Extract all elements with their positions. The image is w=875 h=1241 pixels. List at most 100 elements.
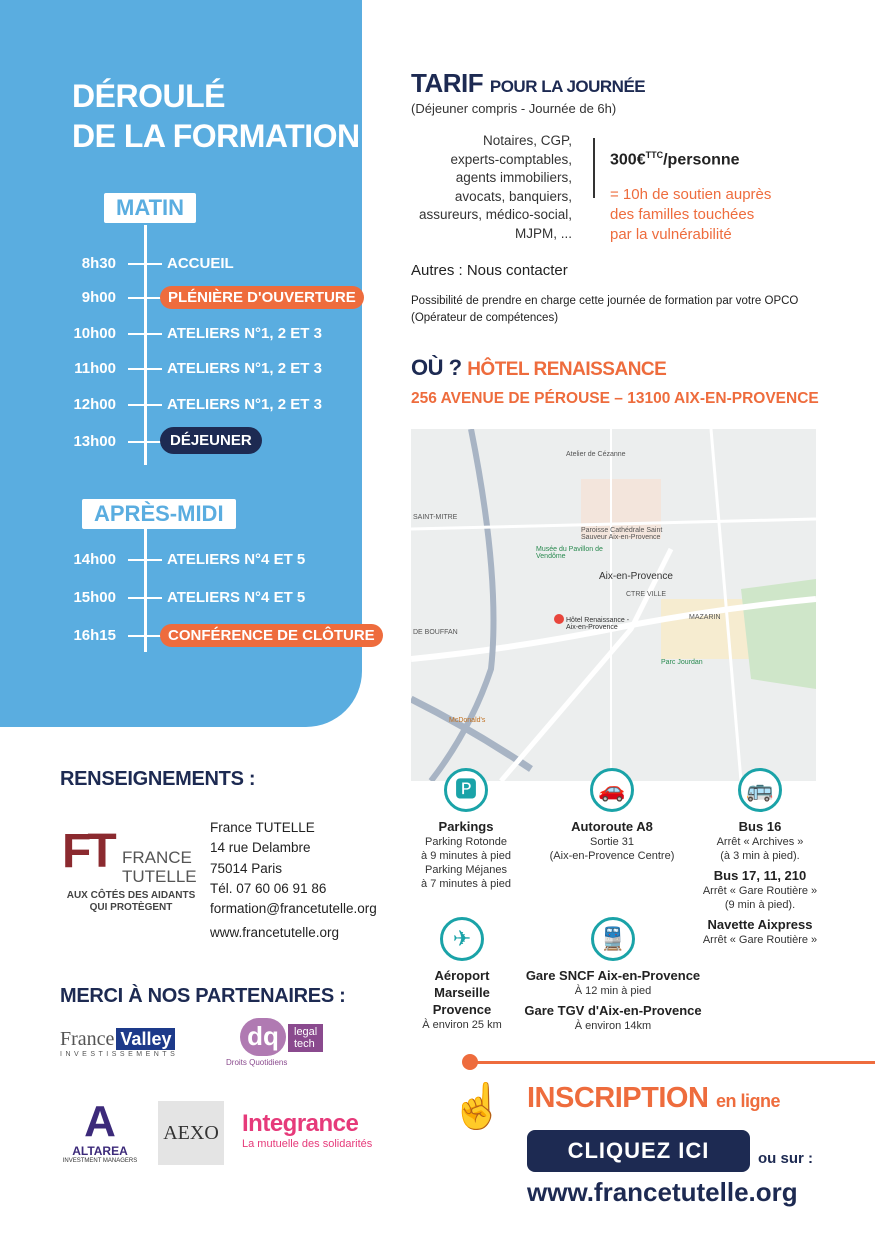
logo-droits-quotidiens: dq legal tech Droits Quotidiens bbox=[226, 1018, 346, 1068]
logo-altarea: A ALTAREA INVESTMENT MANAGERS bbox=[62, 1097, 138, 1165]
schedule-label: DÉJEUNER bbox=[160, 427, 262, 454]
tarif-price: 300€TTC/personne bbox=[610, 150, 740, 169]
tarif-impact: = 10h de soutien auprès des familles touc… bbox=[610, 185, 771, 245]
schedule-row: 15h00 ATELIERS N°4 ET 5 bbox=[0, 586, 362, 610]
schedule-label: ATELIERS N°1, 2 ET 3 bbox=[167, 325, 322, 342]
transport-item: 🚆 Gare SNCF Aix-en-Provence À 12 min à pie… bbox=[523, 917, 703, 1033]
schedule-row: 16h15 CONFÉRENCE DE CLÔTURE bbox=[0, 624, 383, 648]
timeline-tick bbox=[128, 263, 162, 265]
transport-title: Aéroport Marseille Provence bbox=[432, 968, 492, 1017]
map-label-bouffan: DE BOUFFAN bbox=[413, 629, 458, 636]
tarif-opco: Possibilité de prendre en charge cette j… bbox=[411, 295, 799, 324]
audience-line: avocats, banquiers, bbox=[454, 188, 572, 204]
map-label-hotel: Hôtel Renaissance - Aix-en-Provence bbox=[566, 617, 630, 631]
hotel-marker[interactable] bbox=[554, 614, 564, 624]
info-title: RENSEIGNEMENTS : bbox=[60, 768, 256, 790]
schedule-time: 10h00 bbox=[73, 325, 116, 342]
map-label-park: Parc Jourdan bbox=[661, 659, 703, 666]
map-label-mcdo: McDonald's bbox=[449, 717, 486, 724]
transport-title: Autoroute A8 bbox=[571, 819, 653, 834]
transport-line: Arrêt « Gare Routière » bbox=[702, 934, 818, 946]
schedule-label: ATELIERS N°4 ET 5 bbox=[167, 551, 306, 568]
transport-line: À 12 min à pied bbox=[574, 985, 652, 997]
map-label-mazarin: MAZARIN bbox=[689, 614, 721, 621]
schedule-label: ATELIERS N°1, 2 ET 3 bbox=[167, 396, 322, 413]
timeline-morning bbox=[144, 225, 147, 465]
transport-line: Sortie 31 bbox=[589, 836, 635, 848]
car-icon: 🚗 bbox=[590, 768, 634, 812]
audience-line: MJPM, ... bbox=[515, 225, 572, 241]
afternoon-label: APRÈS-MIDI bbox=[82, 499, 236, 529]
map-label-stmitre: SAINT-MITRE bbox=[413, 514, 458, 521]
transport-line: Arrêt « Archives » bbox=[716, 836, 804, 848]
signup-divider bbox=[470, 1061, 875, 1064]
transport-line: À environ 25 km bbox=[422, 1019, 502, 1031]
map-label-center: CTRE VILLE bbox=[626, 591, 667, 598]
transport-item: 🅿 Parkings Parking Rotonde à 9 minutes à pi… bbox=[376, 768, 556, 891]
impact-line: par la vulnérabilité bbox=[610, 226, 732, 243]
transport-line: à 9 minutes à pied bbox=[421, 850, 511, 862]
email-link[interactable]: formation@francetutelle.org bbox=[210, 901, 377, 917]
map-label-vendome: Musée du Pavillon de Vendôme bbox=[536, 546, 603, 560]
website-link[interactable]: www.francetutelle.org bbox=[210, 925, 340, 941]
transport-item: 🚌 Bus 16 Arrêt « Archives » (à 3 min à pied… bbox=[670, 768, 850, 947]
schedule-row: 10h00 ATELIERS N°1, 2 ET 3 bbox=[0, 322, 362, 346]
schedule-label: ACCUEIL bbox=[167, 255, 234, 272]
map-drawing bbox=[411, 429, 816, 781]
france-tutelle-logo: FT FRANCE TUTELLE AUX CÔTÉS DES AIDANTS QU… bbox=[62, 825, 197, 914]
signup-or: ou sur : bbox=[758, 1150, 813, 1167]
transport-line: (Aix-en-Provence Centre) bbox=[549, 850, 675, 862]
train-icon: 🚆 bbox=[591, 917, 635, 961]
audience-line: agents immobiliers, bbox=[455, 170, 572, 185]
schedule-time: 13h00 bbox=[73, 433, 116, 450]
signup-button[interactable]: CLIQUEZ ICI bbox=[527, 1130, 750, 1172]
impact-line: = 10h de soutien auprès bbox=[610, 186, 772, 203]
map-label-cezanne: Atelier de Cézanne bbox=[566, 451, 626, 458]
schedule-time: 15h00 bbox=[73, 589, 116, 606]
audience-line: experts-comptables, bbox=[450, 151, 572, 167]
schedule-label: ATELIERS N°1, 2 ET 3 bbox=[167, 360, 322, 377]
schedule-label: CONFÉRENCE DE CLÔTURE bbox=[160, 624, 383, 647]
partners-title: MERCI À NOS PARTENAIRES : bbox=[60, 985, 346, 1007]
timeline-tick bbox=[128, 297, 162, 299]
map[interactable]: Aix-en-Provence Hôtel Renaissance - Aix-… bbox=[411, 429, 816, 781]
transport-title: Navette Aixpress bbox=[707, 917, 813, 932]
schedule-row: 9h00 PLÉNIÈRE D'OUVERTURE bbox=[0, 286, 364, 310]
signup-title: INSCRIPTION en ligne bbox=[527, 1082, 780, 1114]
schedule-row: 12h00 ATELIERS N°1, 2 ET 3 bbox=[0, 393, 362, 417]
transport-line: Parking Méjanes bbox=[425, 864, 507, 876]
tarif-subtitle: (Déjeuner compris - Journée de 6h) bbox=[411, 101, 617, 116]
schedule-time: 12h00 bbox=[73, 396, 116, 413]
schedule-label: PLÉNIÈRE D'OUVERTURE bbox=[160, 286, 364, 309]
tarif-title: TARIF POUR LA JOURNÉE bbox=[411, 68, 646, 98]
map-label-city: Aix-en-Provence bbox=[599, 571, 673, 582]
schedule-time: 16h15 bbox=[73, 627, 116, 644]
transport-title: Gare TGV d'Aix-en-Provence bbox=[524, 1003, 702, 1018]
logo-france-valley: France Valley INVESTISSEMENTS bbox=[60, 1028, 179, 1058]
logo-integrance: Integrance La mutuelle des solidarités bbox=[242, 1110, 373, 1150]
schedule-row: 13h00 DÉJEUNER bbox=[0, 427, 362, 454]
timeline-tick bbox=[128, 404, 162, 406]
transport-title: Bus 16 bbox=[738, 819, 782, 834]
timeline-afternoon bbox=[144, 520, 147, 652]
timeline-tick bbox=[128, 333, 162, 335]
signup-url[interactable]: www.francetutelle.org bbox=[527, 1177, 798, 1207]
transport-item: ✈ Aéroport Marseille Provence À environ 25… bbox=[372, 917, 552, 1032]
schedule-row: 8h30 ACCUEIL bbox=[0, 252, 362, 276]
schedule-label: ATELIERS N°4 ET 5 bbox=[167, 589, 306, 606]
transport-item: 🚗 Autoroute A8 Sortie 31 (Aix-en-Provence C… bbox=[522, 768, 702, 863]
transport-line: Parking Rotonde bbox=[425, 836, 507, 848]
transport-title: Gare SNCF Aix-en-Provence bbox=[525, 968, 701, 983]
transport-line: À environ 14km bbox=[574, 1020, 652, 1032]
schedule-time: 8h30 bbox=[81, 255, 116, 272]
transport-line: à 7 minutes à pied bbox=[421, 878, 511, 890]
tarif-audience: Notaires, CGP, experts-comptables, agents … bbox=[400, 132, 572, 243]
program-title: DÉROULÉ DE LA FORMATION bbox=[72, 78, 360, 154]
transport-line: Arrêt « Gare Routière » bbox=[702, 885, 818, 897]
dot bbox=[462, 1054, 478, 1070]
schedule-row: 14h00 ATELIERS N°4 ET 5 bbox=[0, 548, 362, 572]
plane-icon: ✈ bbox=[440, 917, 484, 961]
pointing-hand-icon: ☝ bbox=[450, 1082, 505, 1131]
schedule-time: 11h00 bbox=[74, 360, 116, 377]
map-label-cathedral: Paroisse Cathédrale Saint Sauveur Aix-en… bbox=[581, 527, 663, 541]
